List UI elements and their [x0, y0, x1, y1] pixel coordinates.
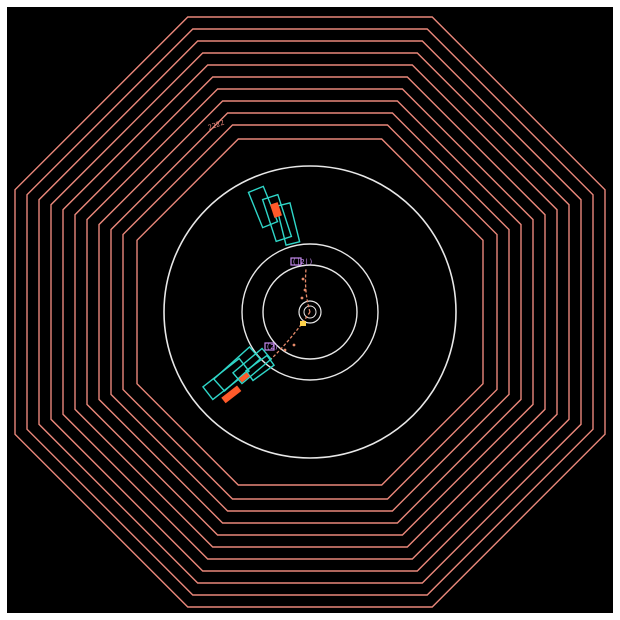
track-hit-dot: [303, 288, 307, 292]
muon-chambers: [14, 16, 606, 608]
tracker-ring: [241, 243, 379, 381]
tracker-ring: [262, 264, 358, 360]
upper-track-hit-label: (|2|): [292, 258, 313, 266]
energy-deposit: [221, 385, 242, 404]
muon-chamber-ring: [38, 40, 582, 584]
upper-vertex-marker: [290, 257, 302, 266]
muon-chamber-ring: [26, 28, 594, 596]
energy-deposit: [270, 202, 282, 218]
tracker-ring: [298, 300, 322, 324]
lower-track: [268, 311, 311, 362]
tracks: [264, 257, 311, 362]
muon-chamber-ring: [136, 138, 484, 486]
muon-chamber-ring: [62, 64, 558, 560]
calorimeter-towers: [201, 185, 301, 404]
tracker-ring: [303, 305, 317, 319]
lower-vertex-marker: [264, 342, 275, 351]
calorimeter-tower: [275, 202, 301, 246]
energy-deposit: [238, 372, 250, 383]
muon-chamber-ring: [50, 52, 570, 572]
calorimeter-tower: [231, 347, 273, 385]
track-hit-dot: [300, 296, 304, 300]
tracker-ring: [163, 165, 457, 459]
tracker-rings: [163, 165, 457, 459]
muon-chamber-ring: [98, 100, 522, 524]
track-hit-dot: [292, 343, 296, 347]
muon-chamber-ring: [122, 124, 498, 500]
upper-track: [304, 268, 311, 313]
muon-chamber-ring: [74, 76, 546, 548]
calorimeter-tower: [212, 346, 262, 392]
muon-chamber-ring: [14, 16, 606, 608]
track-hit-dot: [301, 277, 305, 281]
track-hit-dot: [283, 348, 287, 352]
muon-chamber-ring: [110, 112, 510, 512]
vertex-hit: [300, 321, 306, 326]
muon-chamber-ring: [86, 88, 534, 536]
event-display: 2222 (|2|) (2): [7, 7, 613, 613]
event-display-canvas: 2222(|2|)(2): [7, 7, 613, 613]
calorimeter-tower: [244, 354, 276, 382]
lower-track-hit-label: (2): [266, 343, 279, 351]
